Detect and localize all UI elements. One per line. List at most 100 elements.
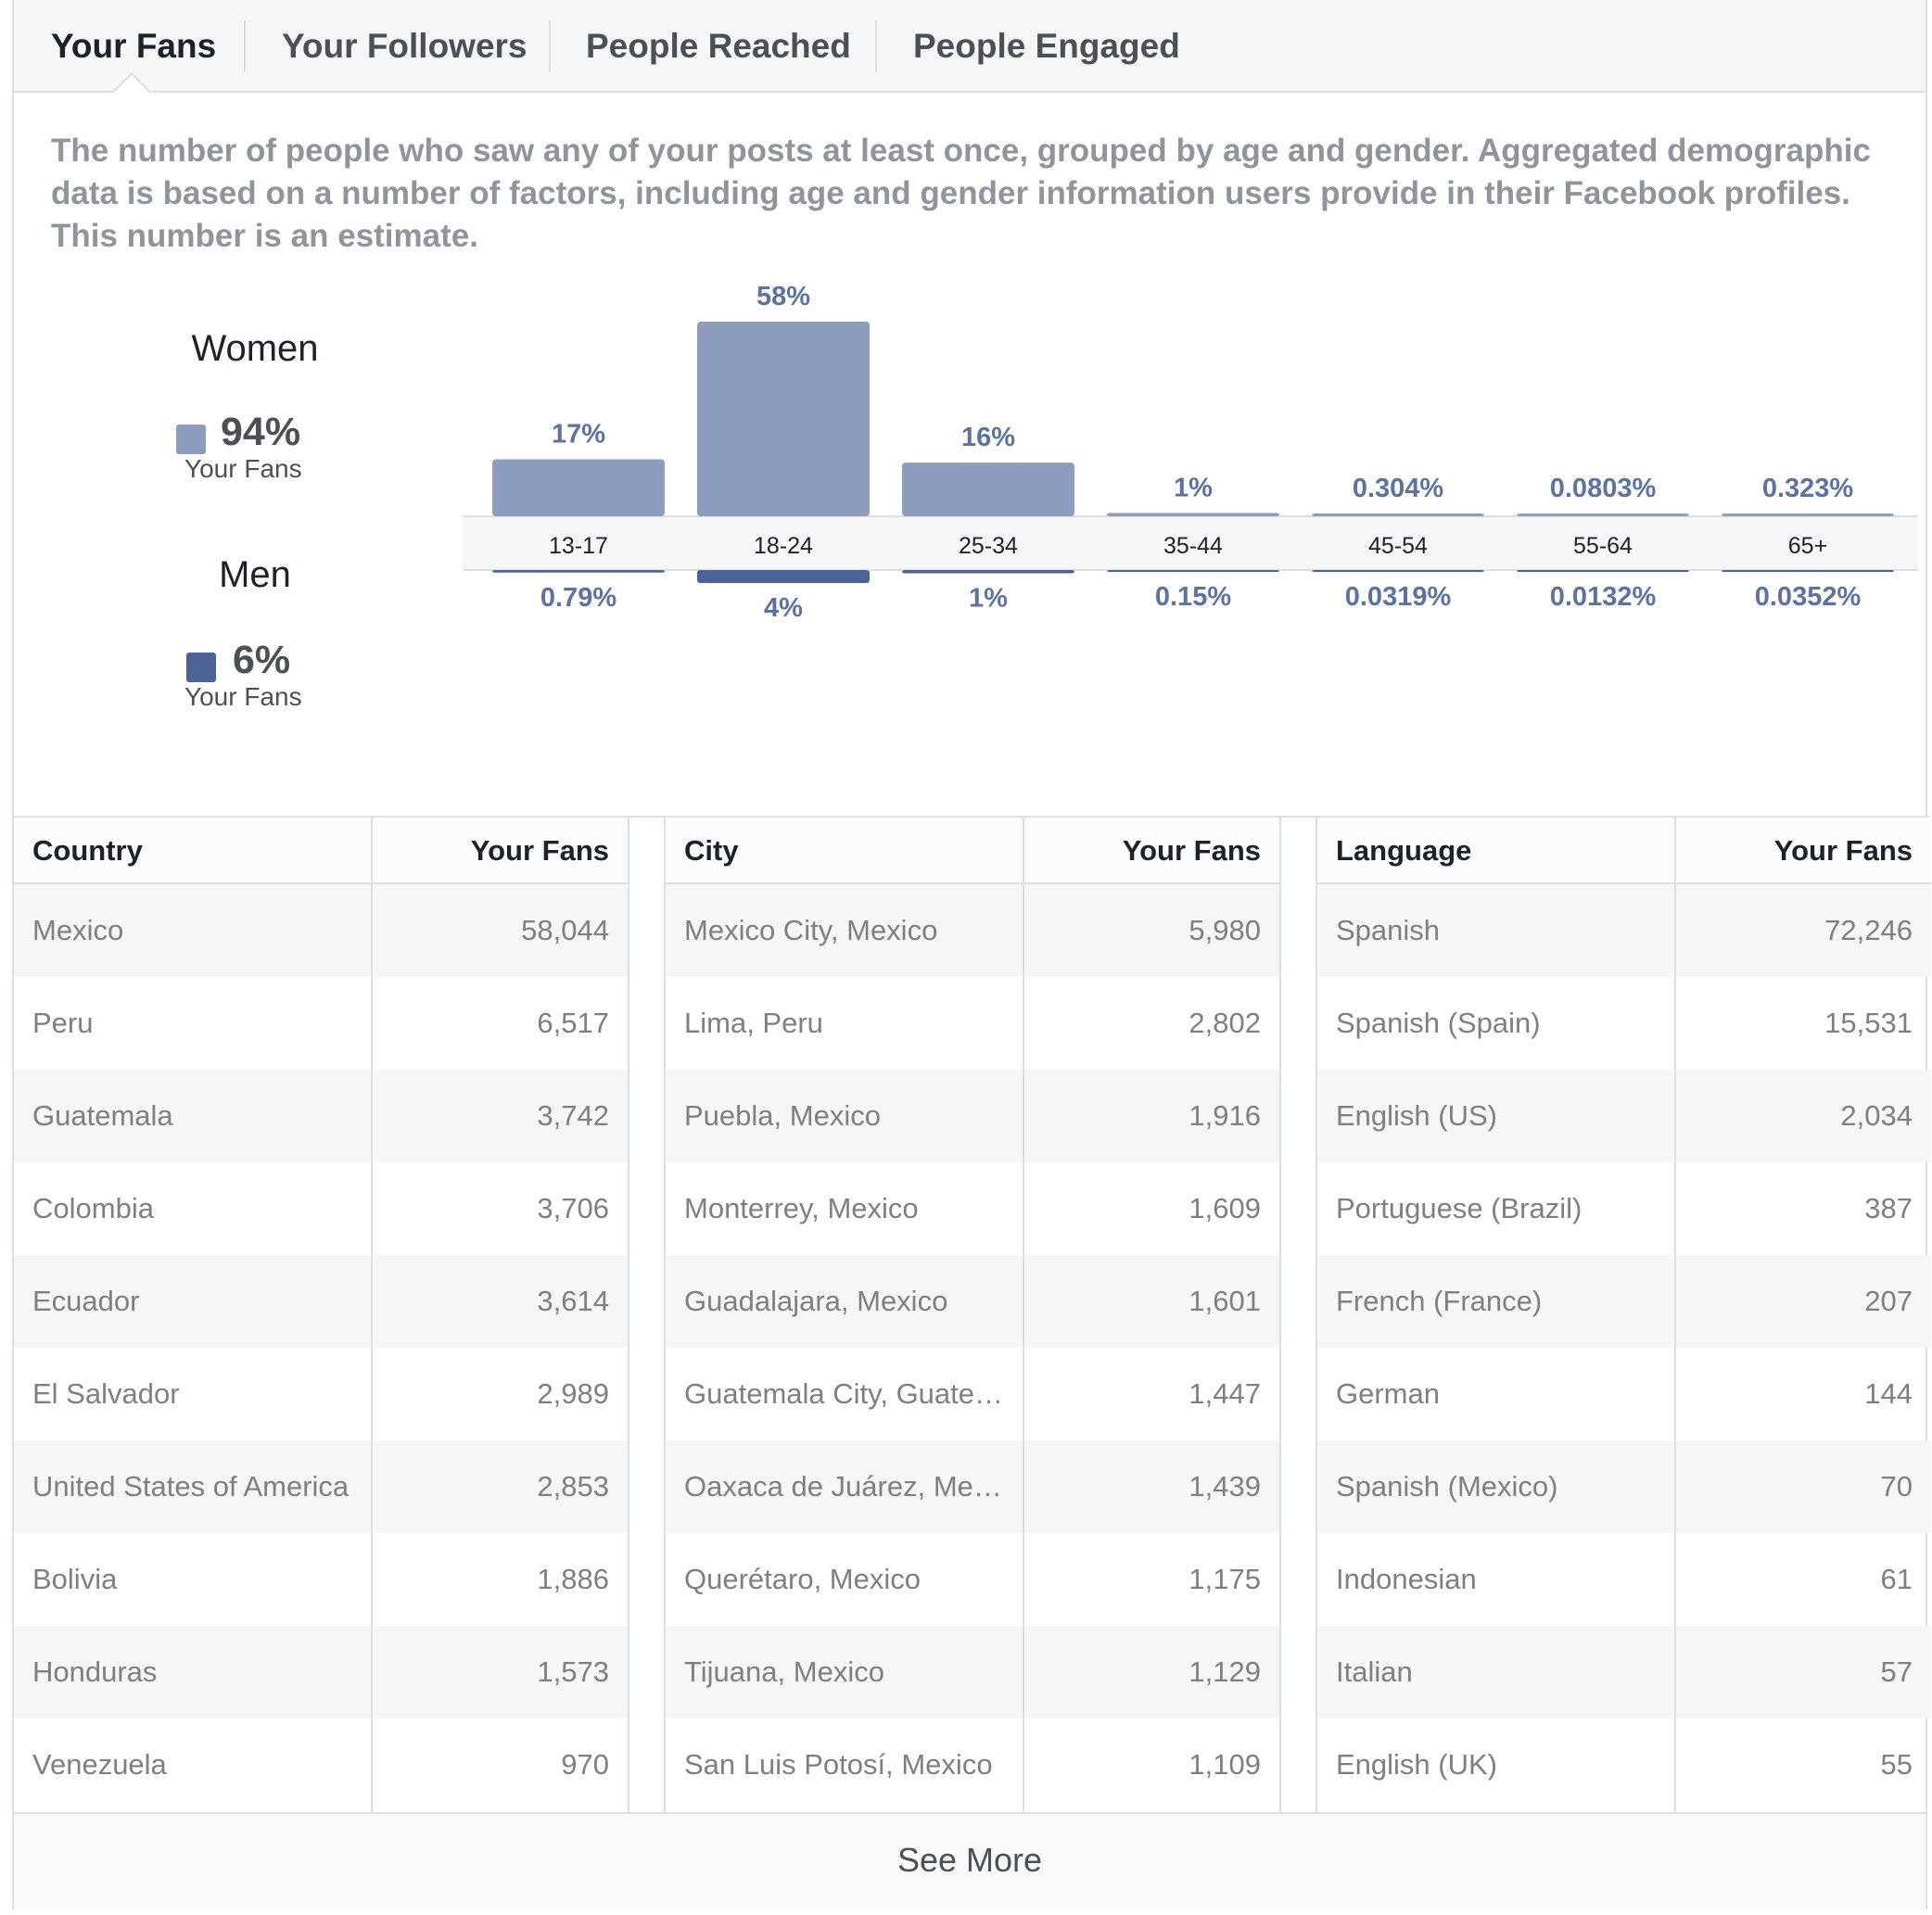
fans-count-cell: 1,609 — [1188, 1192, 1261, 1224]
age-tick-label: 45-54 — [1368, 533, 1428, 559]
table-border — [1316, 818, 1317, 1814]
men-bar — [492, 570, 665, 573]
language-name-cell: Indonesian — [1336, 1563, 1477, 1595]
men-bar-label: 4% — [764, 593, 803, 623]
country-name-cell: El Salvador — [32, 1377, 180, 1410]
chart-description: The number of people who saw any of your… — [51, 133, 1871, 254]
men-bar-label: 0.0132% — [1550, 582, 1657, 612]
fans-count-cell: 2,802 — [1188, 1007, 1261, 1039]
city-name-cell: San Luis Potosí, Mexico — [684, 1748, 993, 1781]
demographic-tables: Country Your Fans Mexico 58,044 Peru 6,517 Gua… — [14, 816, 1931, 1814]
fans-count-cell: 55 — [1880, 1748, 1913, 1781]
city-table: City Your Fans Mexico City, Mexico 5,980 Lim… — [666, 818, 1279, 1814]
men-swatch — [186, 653, 216, 682]
country-column-header[interactable]: Country — [32, 834, 143, 867]
city-name-cell: Puebla, Mexico — [684, 1099, 881, 1132]
fans-column-header[interactable]: Your Fans — [1122, 834, 1261, 867]
city-name-cell: Mexico City, Mexico — [684, 914, 938, 946]
women-subtitle: Your Fans — [184, 454, 302, 483]
language-name-cell: Portuguese (Brazil) — [1336, 1192, 1582, 1224]
fans-count-cell: 1,109 — [1188, 1748, 1261, 1781]
table-row: Italian 57 — [1317, 1626, 1931, 1718]
city-name-cell: Oaxaca de Juárez, Me… — [684, 1470, 1002, 1503]
age-tick-label: 65+ — [1788, 533, 1827, 559]
men-percent: 6% — [233, 638, 291, 682]
fans-count-cell: 3,614 — [537, 1285, 609, 1317]
country-name-cell: Ecuador — [32, 1285, 140, 1317]
column-divider — [1674, 818, 1676, 1814]
women-bar-label: 58% — [756, 282, 810, 311]
table-row: Guatemala City, Guate… 1,447 — [666, 1348, 1279, 1440]
fans-column-header[interactable]: Your Fans — [1773, 834, 1913, 867]
fans-count-cell: 3,706 — [537, 1192, 609, 1224]
table-row: French (France) 207 — [1317, 1255, 1931, 1348]
tab-people-engaged[interactable]: People Engaged — [913, 27, 1180, 65]
table-header-row: City Your Fans — [666, 818, 1279, 884]
women-bar — [697, 322, 870, 516]
women-bar-label: 17% — [552, 419, 605, 449]
city-name-cell: Monterrey, Mexico — [684, 1192, 919, 1224]
men-title: Men — [219, 554, 291, 595]
fans-count-cell: 1,601 — [1188, 1285, 1261, 1317]
language-name-cell: German — [1336, 1377, 1440, 1410]
age-tick-label: 35-44 — [1163, 533, 1223, 559]
fans-count-cell: 57 — [1880, 1655, 1913, 1688]
column-divider — [1023, 818, 1024, 1814]
fans-count-cell: 3,742 — [537, 1099, 609, 1132]
table-row: Ecuador 3,614 — [14, 1255, 628, 1348]
men-bar — [902, 570, 1074, 574]
women-swatch — [176, 425, 206, 454]
city-name-cell: Guatemala City, Guate… — [684, 1377, 1004, 1410]
fans-count-cell: 2,853 — [537, 1470, 609, 1503]
women-bar — [492, 459, 665, 516]
table-row: El Salvador 2,989 — [14, 1348, 628, 1440]
men-bar — [1722, 570, 1894, 572]
fans-count-cell: 1,886 — [537, 1563, 609, 1595]
table-row: English (UK) 55 — [1317, 1718, 1931, 1811]
language-name-cell: Spanish (Mexico) — [1336, 1470, 1558, 1503]
fans-count-cell: 1,916 — [1188, 1099, 1261, 1132]
men-bar — [1107, 570, 1279, 572]
language-name-cell: Spanish — [1336, 914, 1441, 946]
fans-count-cell: 61 — [1880, 1563, 1913, 1595]
tab-people-reached[interactable]: People Reached — [586, 27, 851, 65]
table-row: Mexico City, Mexico 5,980 — [666, 884, 1279, 977]
women-bar — [1312, 514, 1484, 516]
table-row: Peru 6,517 — [14, 977, 628, 1070]
fans-count-cell: 1,129 — [1188, 1655, 1261, 1688]
city-name-cell: Querétaro, Mexico — [684, 1563, 921, 1595]
fans-count-cell: 1,439 — [1188, 1470, 1261, 1503]
men-bar-label: 1% — [969, 584, 1008, 614]
table-row: Venezuela 970 — [14, 1718, 628, 1811]
fans-count-cell: 970 — [561, 1748, 609, 1781]
table-header-row: Country Your Fans — [14, 818, 628, 884]
city-column-header[interactable]: City — [684, 834, 739, 867]
tab-divider — [549, 20, 551, 72]
tab-your-followers[interactable]: Your Followers — [282, 27, 527, 65]
tab-your-fans[interactable]: Your Fans — [51, 27, 217, 65]
table-row: German 144 — [1317, 1348, 1931, 1440]
language-table: Language Your Fans Spanish 72,246 Spanish (S… — [1317, 818, 1931, 1814]
fans-column-header[interactable]: Your Fans — [470, 834, 609, 867]
women-bar-label: 1% — [1174, 473, 1213, 502]
city-name-cell: Lima, Peru — [684, 1007, 823, 1039]
see-more-button[interactable]: See More — [14, 1812, 1926, 1911]
language-column-header[interactable]: Language — [1336, 834, 1472, 867]
table-border — [664, 818, 666, 1814]
fans-count-cell: 387 — [1864, 1192, 1913, 1224]
fans-count-cell: 58,044 — [521, 914, 609, 946]
age-tick-label: 18-24 — [754, 533, 813, 559]
fans-count-cell: 15,531 — [1824, 1007, 1913, 1039]
men-bar-label: 0.0352% — [1755, 582, 1862, 612]
fans-count-cell: 2,034 — [1840, 1099, 1913, 1132]
table-row: Puebla, Mexico 1,916 — [666, 1070, 1279, 1162]
table-row: Guadalajara, Mexico 1,601 — [666, 1255, 1279, 1348]
women-bar-label: 0.323% — [1762, 474, 1854, 503]
men-bar — [1517, 570, 1689, 572]
women-bar — [1517, 514, 1689, 516]
country-name-cell: Peru — [32, 1007, 94, 1039]
fans-count-cell: 70 — [1880, 1470, 1913, 1503]
country-name-cell: Venezuela — [32, 1748, 167, 1781]
country-name-cell: United States of America — [32, 1470, 350, 1503]
fans-count-cell: 1,175 — [1188, 1563, 1261, 1595]
